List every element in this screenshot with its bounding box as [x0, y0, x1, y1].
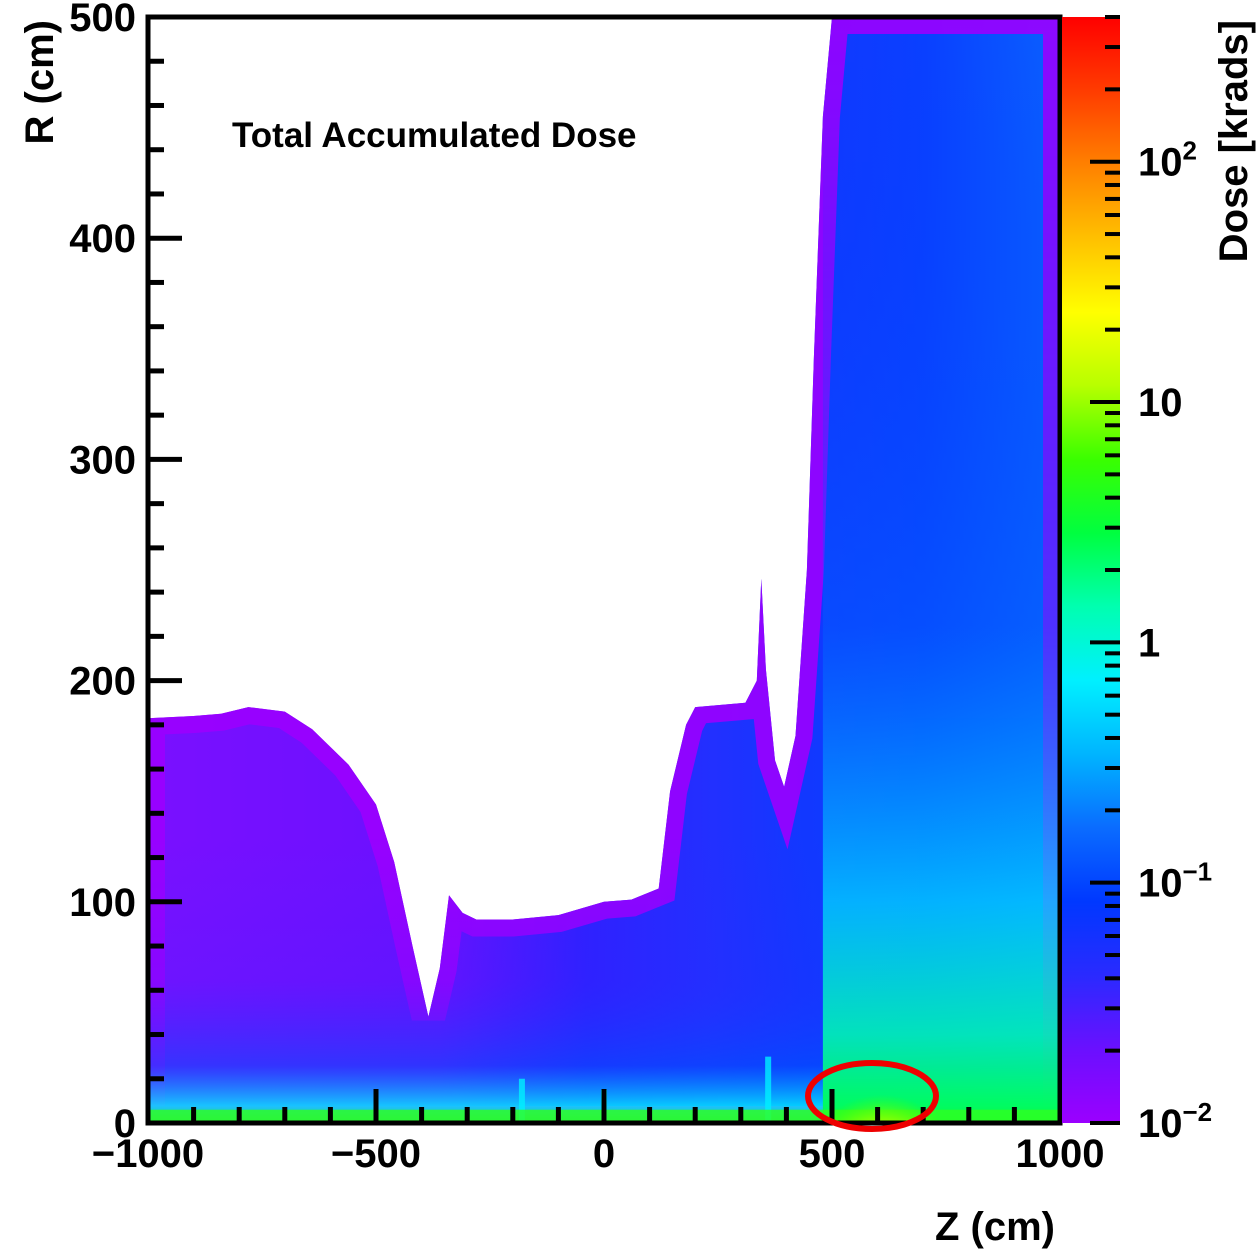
dose-tick-label: 1	[1138, 621, 1160, 665]
x-tick-label: −1000	[92, 1132, 204, 1176]
y-tick-label: 300	[69, 438, 136, 482]
x-axis: −1000 −500 0 500 1000	[92, 1089, 1105, 1176]
dose-tick-label: 10	[1138, 381, 1183, 425]
forward-dose-gradient	[822, 17, 1060, 1123]
y-tick-label: 500	[69, 0, 136, 40]
x-axis-label: Z (cm)	[935, 1205, 1055, 1249]
hotspot-highlight-ring	[805, 1060, 939, 1132]
y-axis-label: R (cm)	[18, 20, 62, 144]
x-tick-label: 0	[593, 1132, 615, 1176]
heatmap-layer	[148, 17, 1060, 1123]
x-tick-label: 1000	[1016, 1132, 1105, 1176]
y-tick-label: 200	[69, 660, 136, 704]
dose-tick-label: 102	[1138, 136, 1197, 185]
y-tick-label: 100	[69, 881, 136, 925]
y-tick-label: 400	[69, 217, 136, 261]
beam-pipe-hotspot	[518, 1078, 525, 1123]
dose-region	[148, 17, 1060, 1123]
max-dose-hotspot	[818, 1052, 946, 1123]
dose-tick-label: 10−2	[1138, 1097, 1212, 1146]
x-tick-label: −500	[331, 1132, 421, 1176]
chart-title: Total Accumulated Dose	[232, 116, 637, 155]
beam-pipe-hotspot	[765, 1056, 772, 1123]
dose-tick-label: 10−1	[1138, 857, 1212, 906]
y-axis: 0 100 200 300 400 500	[69, 0, 182, 1146]
y-tick-label: 0	[114, 1102, 136, 1146]
x-tick-label: 500	[799, 1132, 866, 1176]
dose-axis-label: Dose [krads]	[1212, 20, 1256, 262]
dose-axis: 10−2 10−1 1 10 102	[1090, 15, 1212, 1146]
